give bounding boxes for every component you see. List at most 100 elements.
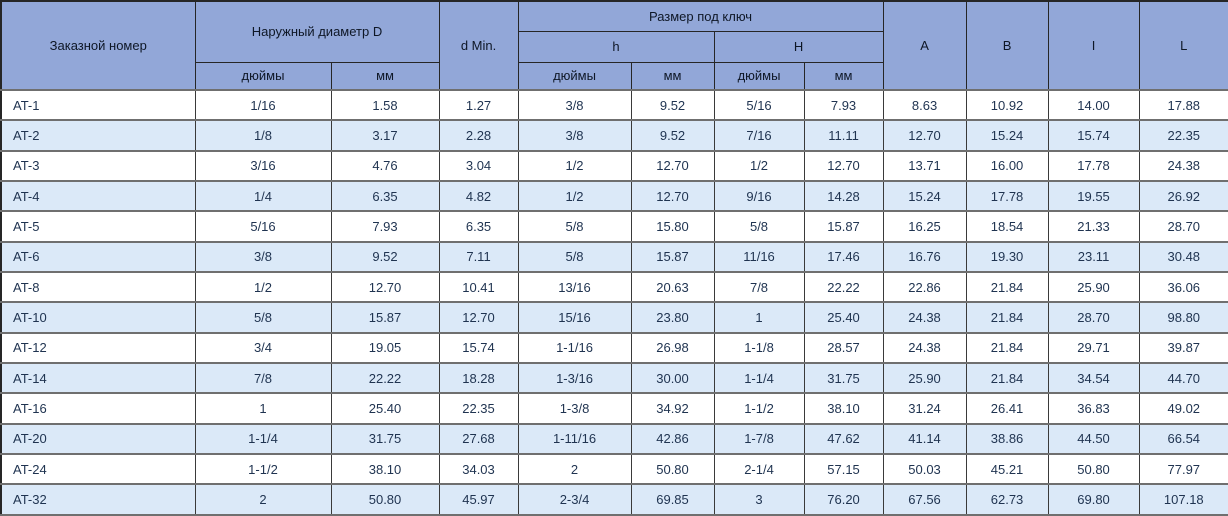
value-cell: 38.10 bbox=[330, 453, 440, 486]
table-row: AT-10 5/8 15.87 12.70 15/16 23.80 1 25.40 24.38 2… bbox=[0, 301, 1228, 334]
value-cell: 3/16 bbox=[194, 149, 332, 183]
value-cell: 1-1/8 bbox=[713, 331, 805, 365]
header-diameter-inches: дюймы bbox=[194, 61, 332, 91]
value-cell: 5/8 bbox=[194, 301, 332, 334]
value-cell: 1/2 bbox=[194, 271, 332, 304]
value-cell: 66.54 bbox=[1138, 422, 1228, 456]
value-cell: 77.97 bbox=[1138, 453, 1228, 486]
value-cell: 24.38 bbox=[882, 301, 967, 334]
value-cell: 20.63 bbox=[630, 271, 715, 304]
order-number-cell: AT-14 bbox=[0, 362, 196, 395]
value-cell: 44.50 bbox=[1047, 422, 1140, 456]
value-cell: 11.11 bbox=[803, 119, 884, 152]
value-cell: 7/8 bbox=[194, 362, 332, 395]
header-h-upper: H bbox=[713, 30, 884, 63]
table-row: AT-8 1/2 12.70 10.41 13/16 20.63 7/8 22.22 22.86… bbox=[0, 271, 1228, 304]
value-cell: 18.54 bbox=[965, 210, 1049, 243]
value-cell: 36.83 bbox=[1047, 392, 1140, 425]
value-cell: 22.86 bbox=[882, 271, 967, 304]
value-cell: 17.78 bbox=[1047, 149, 1140, 183]
value-cell: 1.58 bbox=[330, 88, 440, 122]
table-row: AT-14 7/8 22.22 18.28 1-3/16 30.00 1-1/4 31.75 2… bbox=[0, 362, 1228, 395]
value-cell: 49.02 bbox=[1138, 392, 1228, 425]
value-cell: 5/8 bbox=[713, 210, 805, 243]
value-cell: 9/16 bbox=[713, 180, 805, 213]
value-cell: 2 bbox=[517, 453, 632, 486]
table-row: AT-4 1/4 6.35 4.82 1/2 12.70 9/16 14.28 15.24 17.… bbox=[0, 180, 1228, 213]
header-row-2: h H bbox=[1, 30, 1228, 63]
value-cell: 39.87 bbox=[1138, 331, 1228, 365]
value-cell: 21.84 bbox=[965, 301, 1049, 334]
value-cell: 44.70 bbox=[1138, 362, 1228, 395]
value-cell: 3/8 bbox=[517, 119, 632, 152]
order-number-cell: AT-5 bbox=[0, 210, 196, 243]
value-cell: 1/16 bbox=[194, 88, 332, 122]
value-cell: 28.70 bbox=[1047, 301, 1140, 334]
value-cell: 1/8 bbox=[194, 119, 332, 152]
value-cell: 16.25 bbox=[882, 210, 967, 243]
value-cell: 25.40 bbox=[330, 392, 440, 425]
value-cell: 2.28 bbox=[438, 119, 519, 152]
value-cell: 34.92 bbox=[630, 392, 715, 425]
value-cell: 28.57 bbox=[803, 331, 884, 365]
value-cell: 5/16 bbox=[713, 88, 805, 122]
value-cell: 1-1/2 bbox=[713, 392, 805, 425]
value-cell: 15/16 bbox=[517, 301, 632, 334]
value-cell: 8.63 bbox=[882, 88, 967, 122]
value-cell: 2-1/4 bbox=[713, 453, 805, 486]
header-d-min: d Min. bbox=[438, 0, 519, 91]
value-cell: 1-1/4 bbox=[194, 422, 332, 456]
value-cell: 7.93 bbox=[330, 210, 440, 243]
value-cell: 15.74 bbox=[438, 331, 519, 365]
value-cell: 36.06 bbox=[1138, 271, 1228, 304]
header-col-i: I bbox=[1047, 0, 1140, 91]
table-row: AT-32 2 50.80 45.97 2-3/4 69.85 3 76.20 67.56 62.… bbox=[0, 483, 1228, 516]
value-cell: 21.84 bbox=[965, 271, 1049, 304]
value-cell: 21.84 bbox=[965, 331, 1049, 365]
value-cell: 19.55 bbox=[1047, 180, 1140, 213]
value-cell: 22.22 bbox=[803, 271, 884, 304]
order-number-cell: AT-20 bbox=[0, 422, 196, 456]
value-cell: 10.92 bbox=[965, 88, 1049, 122]
value-cell: 1 bbox=[713, 301, 805, 334]
value-cell: 16.76 bbox=[882, 240, 967, 274]
order-number-cell: AT-10 bbox=[0, 301, 196, 334]
value-cell: 23.11 bbox=[1047, 240, 1140, 274]
value-cell: 9.52 bbox=[330, 240, 440, 274]
value-cell: 3/8 bbox=[194, 240, 332, 274]
value-cell: 11/16 bbox=[713, 240, 805, 274]
value-cell: 1-3/8 bbox=[517, 392, 632, 425]
value-cell: 7/8 bbox=[713, 271, 805, 304]
header-col-b: B bbox=[965, 0, 1049, 91]
value-cell: 17.78 bbox=[965, 180, 1049, 213]
value-cell: 41.14 bbox=[882, 422, 967, 456]
value-cell: 50.80 bbox=[630, 453, 715, 486]
value-cell: 30.00 bbox=[630, 362, 715, 395]
value-cell: 12.70 bbox=[330, 271, 440, 304]
value-cell: 34.03 bbox=[438, 453, 519, 486]
value-cell: 10.41 bbox=[438, 271, 519, 304]
value-cell: 13.71 bbox=[882, 149, 967, 183]
order-number-cell: AT-12 bbox=[0, 331, 196, 365]
value-cell: 18.28 bbox=[438, 362, 519, 395]
value-cell: 22.35 bbox=[438, 392, 519, 425]
value-cell: 26.98 bbox=[630, 331, 715, 365]
value-cell: 12.70 bbox=[803, 149, 884, 183]
value-cell: 4.76 bbox=[330, 149, 440, 183]
value-cell: 22.35 bbox=[1138, 119, 1228, 152]
value-cell: 34.54 bbox=[1047, 362, 1140, 395]
value-cell: 1 bbox=[194, 392, 332, 425]
value-cell: 29.71 bbox=[1047, 331, 1140, 365]
value-cell: 31.24 bbox=[882, 392, 967, 425]
value-cell: 27.68 bbox=[438, 422, 519, 456]
value-cell: 5/8 bbox=[517, 240, 632, 274]
value-cell: 62.73 bbox=[965, 483, 1049, 516]
header-outer-diameter: Наружный диаметр D bbox=[194, 0, 440, 63]
value-cell: 21.84 bbox=[965, 362, 1049, 395]
value-cell: 1-1/16 bbox=[517, 331, 632, 365]
value-cell: 25.90 bbox=[1047, 271, 1140, 304]
value-cell: 3.17 bbox=[330, 119, 440, 152]
order-number-cell: AT-3 bbox=[0, 149, 196, 183]
